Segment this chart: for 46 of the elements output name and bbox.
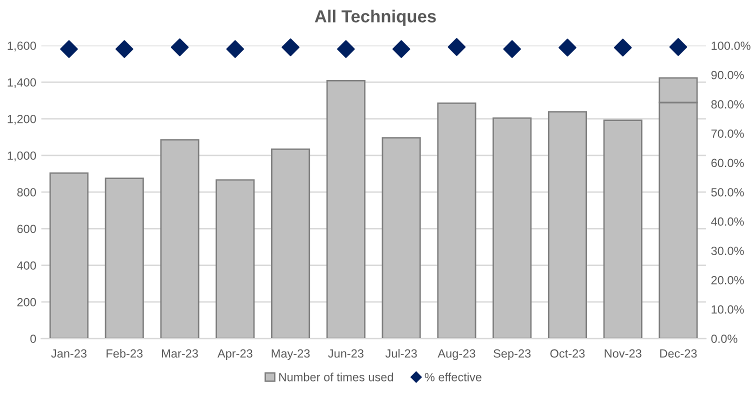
legend-label: % effective	[424, 372, 482, 382]
bar	[49, 172, 89, 339]
y2-tick-label: 10.0%	[712, 305, 744, 314]
x-tick-label: Apr-23	[217, 349, 252, 360]
x-tick-label: Jan-23	[51, 349, 87, 358]
x-tick-label: Aug-23	[438, 349, 476, 360]
x-tick-label: Jul-23	[385, 348, 417, 358]
y2-tick-label: 30.0%	[711, 246, 744, 256]
y2-tick-label: 50.0%	[711, 188, 744, 196]
y-tick-label: 800	[17, 188, 36, 196]
bar	[437, 102, 476, 339]
bar	[104, 178, 144, 339]
x-tick-label: Jun-23	[328, 349, 364, 358]
y2-tick-label: 70.0%	[711, 129, 744, 138]
bar	[492, 117, 532, 339]
y2-tick-label: 20.0%	[711, 276, 744, 284]
y2-tick-label: 80.0%	[711, 100, 744, 109]
y2-tick-label: 40.0%	[711, 217, 744, 226]
y-tick-label: 1,200	[8, 114, 36, 125]
y-tick-label: 400	[17, 261, 36, 270]
bar	[382, 137, 421, 339]
x-tick-label: Sep-23	[494, 349, 531, 360]
x-tick-label: Feb-23	[106, 348, 143, 358]
y-tick-label: 1,400	[8, 78, 36, 88]
bar	[160, 139, 200, 339]
y2-tick-label: 90.0%	[711, 70, 744, 80]
y-tick-label: 200	[17, 298, 36, 306]
y-tick-label: 1,600	[8, 42, 36, 52]
chart-title: All Techniques	[314, 10, 436, 26]
x-tick-label: Nov-23	[604, 349, 642, 358]
x-tick-label: Oct-23	[550, 349, 585, 358]
y2-tick-label: 100.0%	[712, 42, 750, 50]
bar	[548, 111, 587, 339]
bar	[271, 148, 310, 339]
bar	[216, 179, 255, 339]
x-tick-label: Dec-23	[660, 349, 697, 358]
y-tick-label: 600	[17, 224, 36, 234]
y-tick-label: 1,000	[8, 151, 36, 162]
y-tick-label: 0	[30, 334, 36, 343]
x-tick-label: May-23	[272, 349, 310, 360]
bar	[326, 80, 366, 339]
x-tick-label: Mar-23	[162, 349, 198, 358]
bar	[603, 120, 642, 339]
y2-tick-label: 60.0%	[711, 158, 744, 168]
y2-tick-label: 0.0%	[711, 334, 738, 343]
legend-label: Number of times used	[279, 372, 393, 382]
